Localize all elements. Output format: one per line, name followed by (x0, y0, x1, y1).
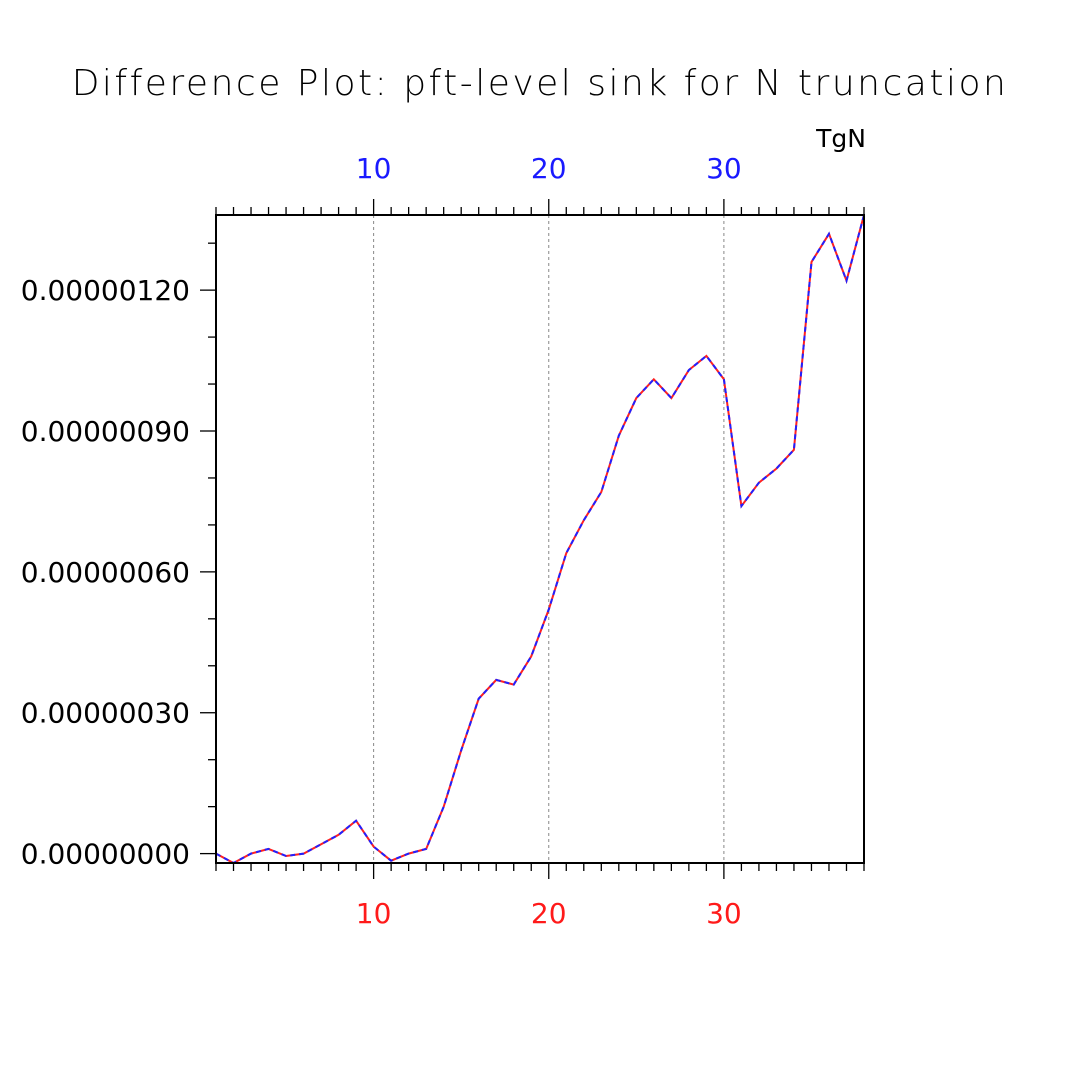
plot-frame (215, 214, 865, 864)
series-line-blue (215, 214, 865, 865)
units-label: TgN (815, 124, 866, 153)
gridlines (373, 215, 725, 863)
x-tick-label-top: 30 (706, 152, 742, 185)
y-tick-label: 0.00000060 (21, 556, 190, 589)
x-tick-label-top: 20 (531, 152, 567, 185)
x-tick-label-bottom: 10 (356, 897, 392, 930)
x-tick-labels-bottom: 10 20 30 (356, 897, 742, 930)
series-line-red (215, 214, 865, 865)
y-tick-label: 0.00000030 (21, 697, 190, 730)
series-lines (215, 214, 865, 865)
tick-marks (200, 199, 865, 879)
x-tick-label-top: 10 (356, 152, 392, 185)
x-tick-label-bottom: 20 (531, 897, 567, 930)
chart-title: Difference Plot: pft-level sink for N tr… (72, 63, 1009, 104)
y-tick-label: 0.00000120 (21, 274, 190, 307)
y-tick-label: 0.00000000 (21, 838, 190, 871)
x-tick-labels-top: 10 20 30 (356, 152, 742, 185)
x-tick-label-bottom: 30 (706, 897, 742, 930)
y-tick-label: 0.00000090 (21, 415, 190, 448)
y-tick-labels: 0.00000000 0.00000030 0.00000060 0.00000090… (21, 274, 190, 870)
